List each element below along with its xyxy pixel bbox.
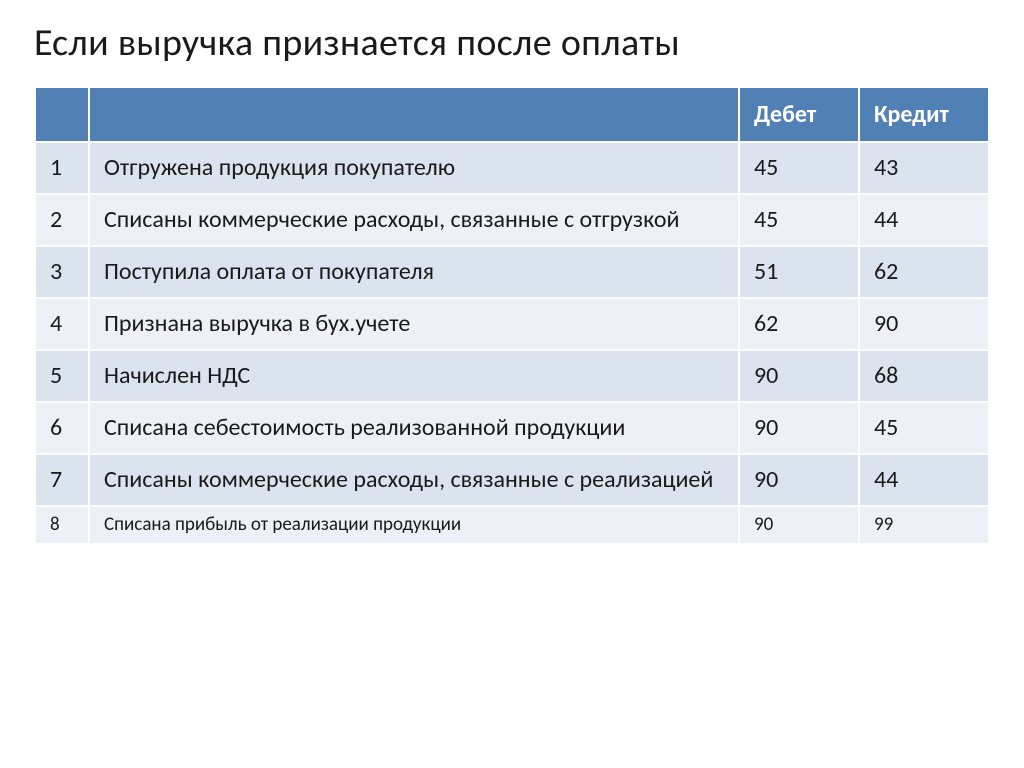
table-row: 5 Начислен НДС 90 68 [36, 351, 988, 401]
cell-num: 5 [36, 351, 88, 401]
page-title: Если выручка признается после оплаты [34, 20, 990, 66]
cell-desc: Списаны коммерческие расходы, связанные … [90, 195, 738, 245]
cell-num: 4 [36, 299, 88, 349]
table-row: 2 Списаны коммерческие расходы, связанны… [36, 195, 988, 245]
table-row: 1 Отгружена продукция покупателю 45 43 [36, 143, 988, 193]
cell-desc: Списана прибыль от реализации продукции [90, 507, 738, 543]
cell-credit: 62 [860, 247, 988, 297]
table-row: 8 Списана прибыль от реализации продукци… [36, 507, 988, 543]
cell-credit: 68 [860, 351, 988, 401]
cell-desc: Списаны коммерческие расходы, связанные … [90, 455, 738, 505]
table-row: 6 Списана себестоимость реализованной пр… [36, 403, 988, 453]
cell-debit: 90 [740, 351, 858, 401]
cell-debit: 90 [740, 455, 858, 505]
cell-debit: 51 [740, 247, 858, 297]
cell-debit: 45 [740, 143, 858, 193]
cell-credit: 90 [860, 299, 988, 349]
cell-credit: 44 [860, 195, 988, 245]
cell-credit: 43 [860, 143, 988, 193]
table-row: 3 Поступила оплата от покупателя 51 62 [36, 247, 988, 297]
cell-desc: Поступила оплата от покупателя [90, 247, 738, 297]
cell-num: 3 [36, 247, 88, 297]
cell-debit: 90 [740, 403, 858, 453]
cell-desc: Списана себестоимость реализованной прод… [90, 403, 738, 453]
cell-num: 6 [36, 403, 88, 453]
cell-num: 1 [36, 143, 88, 193]
cell-desc: Отгружена продукция покупателю [90, 143, 738, 193]
cell-num: 7 [36, 455, 88, 505]
cell-num: 2 [36, 195, 88, 245]
cell-credit: 44 [860, 455, 988, 505]
cell-num: 8 [36, 507, 88, 543]
table-row: 4 Признана выручка в бух.учете 62 90 [36, 299, 988, 349]
table-row: 7 Списаны коммерческие расходы, связанны… [36, 455, 988, 505]
cell-debit: 90 [740, 507, 858, 543]
header-desc [90, 88, 738, 141]
cell-desc: Начислен НДС [90, 351, 738, 401]
cell-desc: Признана выручка в бух.учете [90, 299, 738, 349]
cell-credit: 45 [860, 403, 988, 453]
header-num [36, 88, 88, 141]
cell-debit: 62 [740, 299, 858, 349]
cell-debit: 45 [740, 195, 858, 245]
table-header-row: Дебет Кредит [36, 88, 988, 141]
header-credit: Кредит [860, 88, 988, 141]
cell-credit: 99 [860, 507, 988, 543]
accounting-table: Дебет Кредит 1 Отгружена продукция покуп… [34, 86, 990, 545]
header-debit: Дебет [740, 88, 858, 141]
